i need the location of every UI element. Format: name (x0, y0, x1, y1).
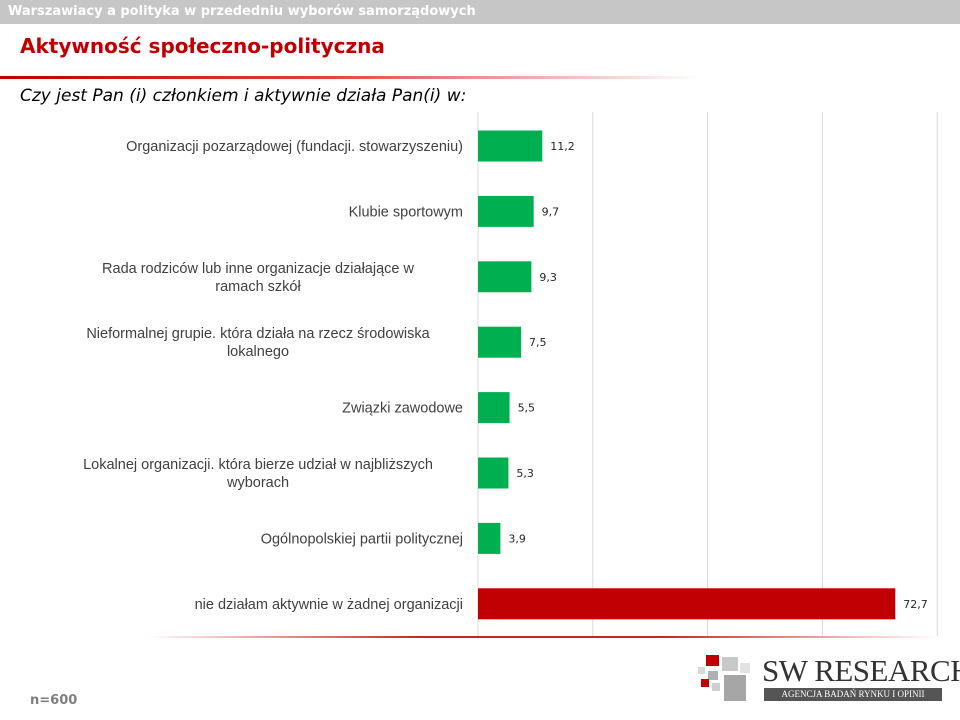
data-label-6: 3,9 (508, 532, 526, 545)
category-label-3: Nieformalnej grupie. która działa na rze… (86, 326, 430, 360)
data-label-2: 9,3 (539, 271, 557, 284)
company-logo: SW RESEARCH AGENCJA BADAŃ RYNKU I OPINII (696, 653, 960, 703)
title-divider (0, 76, 700, 79)
category-label-2: Rada rodziców lub inne organizacje dział… (102, 261, 414, 295)
bar-2 (478, 261, 532, 293)
category-label-5: Lokalnej organizacji. która bierze udzia… (83, 457, 433, 491)
survey-question: Czy jest Pan (i) członkiem i aktywnie dz… (20, 86, 467, 106)
bar-3 (478, 326, 522, 358)
category-label-7: nie działam aktywnie w żadnej organizacj… (195, 597, 463, 613)
data-label-7: 72,7 (903, 598, 928, 611)
footer-divider (146, 636, 936, 638)
bar-1 (478, 195, 534, 227)
data-label-4: 5,5 (518, 402, 536, 415)
logo-name: SW RESEARCH (762, 653, 960, 688)
data-label-5: 5,3 (516, 467, 534, 480)
top-banner: Warszawiacy a polityka w przededniu wybo… (0, 0, 960, 24)
logo-squares-icon (698, 655, 750, 701)
data-label-1: 9,7 (542, 205, 560, 218)
category-label-6: Ogólnopolskiej partii politycznej (261, 531, 463, 547)
section-title: Aktywność społeczno-polityczna (20, 34, 385, 58)
category-label-0: Organizacji pozarządowej (fundacji. stow… (126, 139, 463, 155)
bar-chart: 11,2 Organizacji pozarządowej (fundacji. … (83, 112, 938, 636)
category-label-1: Klubie sportowym (349, 204, 463, 220)
data-label-3: 7,5 (529, 336, 547, 349)
bar-5 (478, 457, 509, 489)
data-label-0: 11,2 (550, 140, 575, 153)
presentation-title: Warszawiacy a polityka w przededniu wybo… (8, 4, 476, 19)
sample-size-note: n=600 (30, 693, 78, 708)
category-label-4: Związki zawodowe (342, 401, 463, 417)
bar-7 (478, 588, 896, 620)
bar-0 (478, 130, 543, 162)
bar-6 (478, 522, 501, 554)
bar-4 (478, 392, 510, 424)
logo-tagline: AGENCJA BADAŃ RYNKU I OPINII (764, 688, 942, 701)
